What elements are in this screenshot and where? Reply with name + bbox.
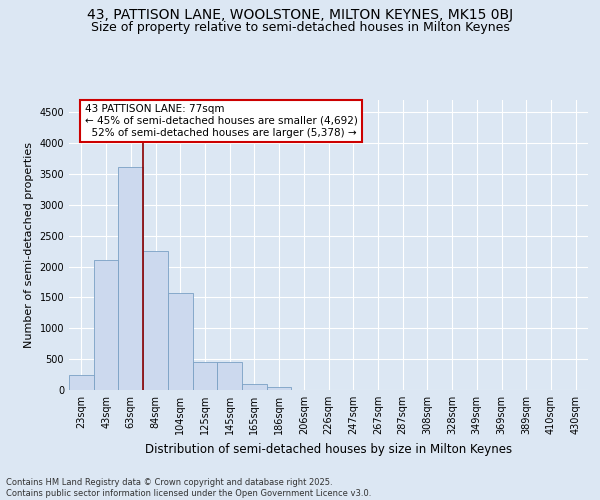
- Text: Contains HM Land Registry data © Crown copyright and database right 2025.
Contai: Contains HM Land Registry data © Crown c…: [6, 478, 371, 498]
- X-axis label: Distribution of semi-detached houses by size in Milton Keynes: Distribution of semi-detached houses by …: [145, 442, 512, 456]
- Bar: [69, 374, 94, 390]
- Bar: [168, 292, 193, 390]
- Bar: [217, 362, 242, 390]
- Bar: [267, 386, 292, 390]
- Text: 43, PATTISON LANE, WOOLSTONE, MILTON KEYNES, MK15 0BJ: 43, PATTISON LANE, WOOLSTONE, MILTON KEY…: [87, 8, 513, 22]
- Bar: [143, 251, 168, 390]
- Bar: [118, 166, 143, 390]
- Bar: [242, 384, 267, 390]
- Bar: [94, 260, 118, 390]
- Text: 43 PATTISON LANE: 77sqm
← 45% of semi-detached houses are smaller (4,692)
  52% : 43 PATTISON LANE: 77sqm ← 45% of semi-de…: [85, 104, 358, 138]
- Bar: [193, 362, 217, 390]
- Y-axis label: Number of semi-detached properties: Number of semi-detached properties: [24, 142, 34, 348]
- Text: Size of property relative to semi-detached houses in Milton Keynes: Size of property relative to semi-detach…: [91, 21, 509, 34]
